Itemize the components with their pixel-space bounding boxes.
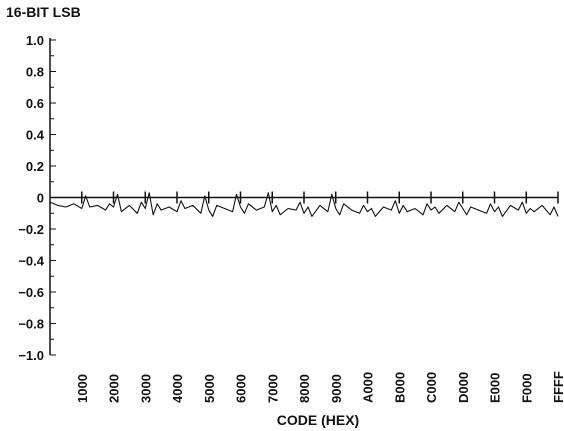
x-tick-label: FFFF [551, 371, 564, 403]
x-tick-label: 1000 [75, 374, 90, 403]
y-tick-label: 1.0 [26, 33, 44, 48]
axes [49, 38, 558, 356]
y-tick-label: −0.6 [18, 285, 44, 300]
x-tick-label: D000 [456, 372, 471, 403]
x-tick-label: F000 [519, 373, 534, 403]
y-tick-label: 0.4 [26, 128, 45, 143]
y-tick-label: −0.4 [18, 254, 44, 269]
y-tick-label: 0.6 [26, 96, 44, 111]
y-axis-ticks: 1.0 0.8 0.6 0.4 0.2 0 −0.2 −0.4 −0.6 −0.8 −1.0 [18, 33, 44, 363]
y-tick-label: 0 [37, 191, 44, 206]
x-tick-label: 5000 [202, 374, 217, 403]
x-tick-label: A000 [361, 372, 376, 403]
dnl-series-line [49, 192, 559, 217]
x-tick-label: E000 [488, 373, 503, 403]
plot-area [49, 192, 559, 217]
y-tick-label: −0.8 [18, 317, 44, 332]
x-tick-label: 6000 [234, 374, 249, 403]
y-tick-label: 0.8 [26, 65, 44, 80]
x-tick-label: 8000 [297, 374, 312, 403]
x-tick-label: 7000 [265, 374, 280, 403]
x-tick-label: B000 [392, 372, 407, 403]
x-tick-label: 4000 [170, 374, 185, 403]
y-axis-label: 16-BIT LSB [6, 4, 81, 20]
x-axis-ticks: 1000 2000 3000 4000 5000 6000 7000 8000 9000 A000… [75, 191, 564, 403]
y-tick-label: −1.0 [18, 348, 44, 363]
y-tick-label: −0.2 [18, 222, 44, 237]
x-axis-label: CODE (HEX) [277, 412, 359, 428]
x-tick-label: 9000 [329, 374, 344, 403]
x-tick-label: 3000 [138, 374, 153, 403]
y-tick-label: 0.2 [26, 159, 44, 174]
x-tick-label: C000 [424, 372, 439, 403]
x-tick-label: 2000 [107, 374, 122, 403]
